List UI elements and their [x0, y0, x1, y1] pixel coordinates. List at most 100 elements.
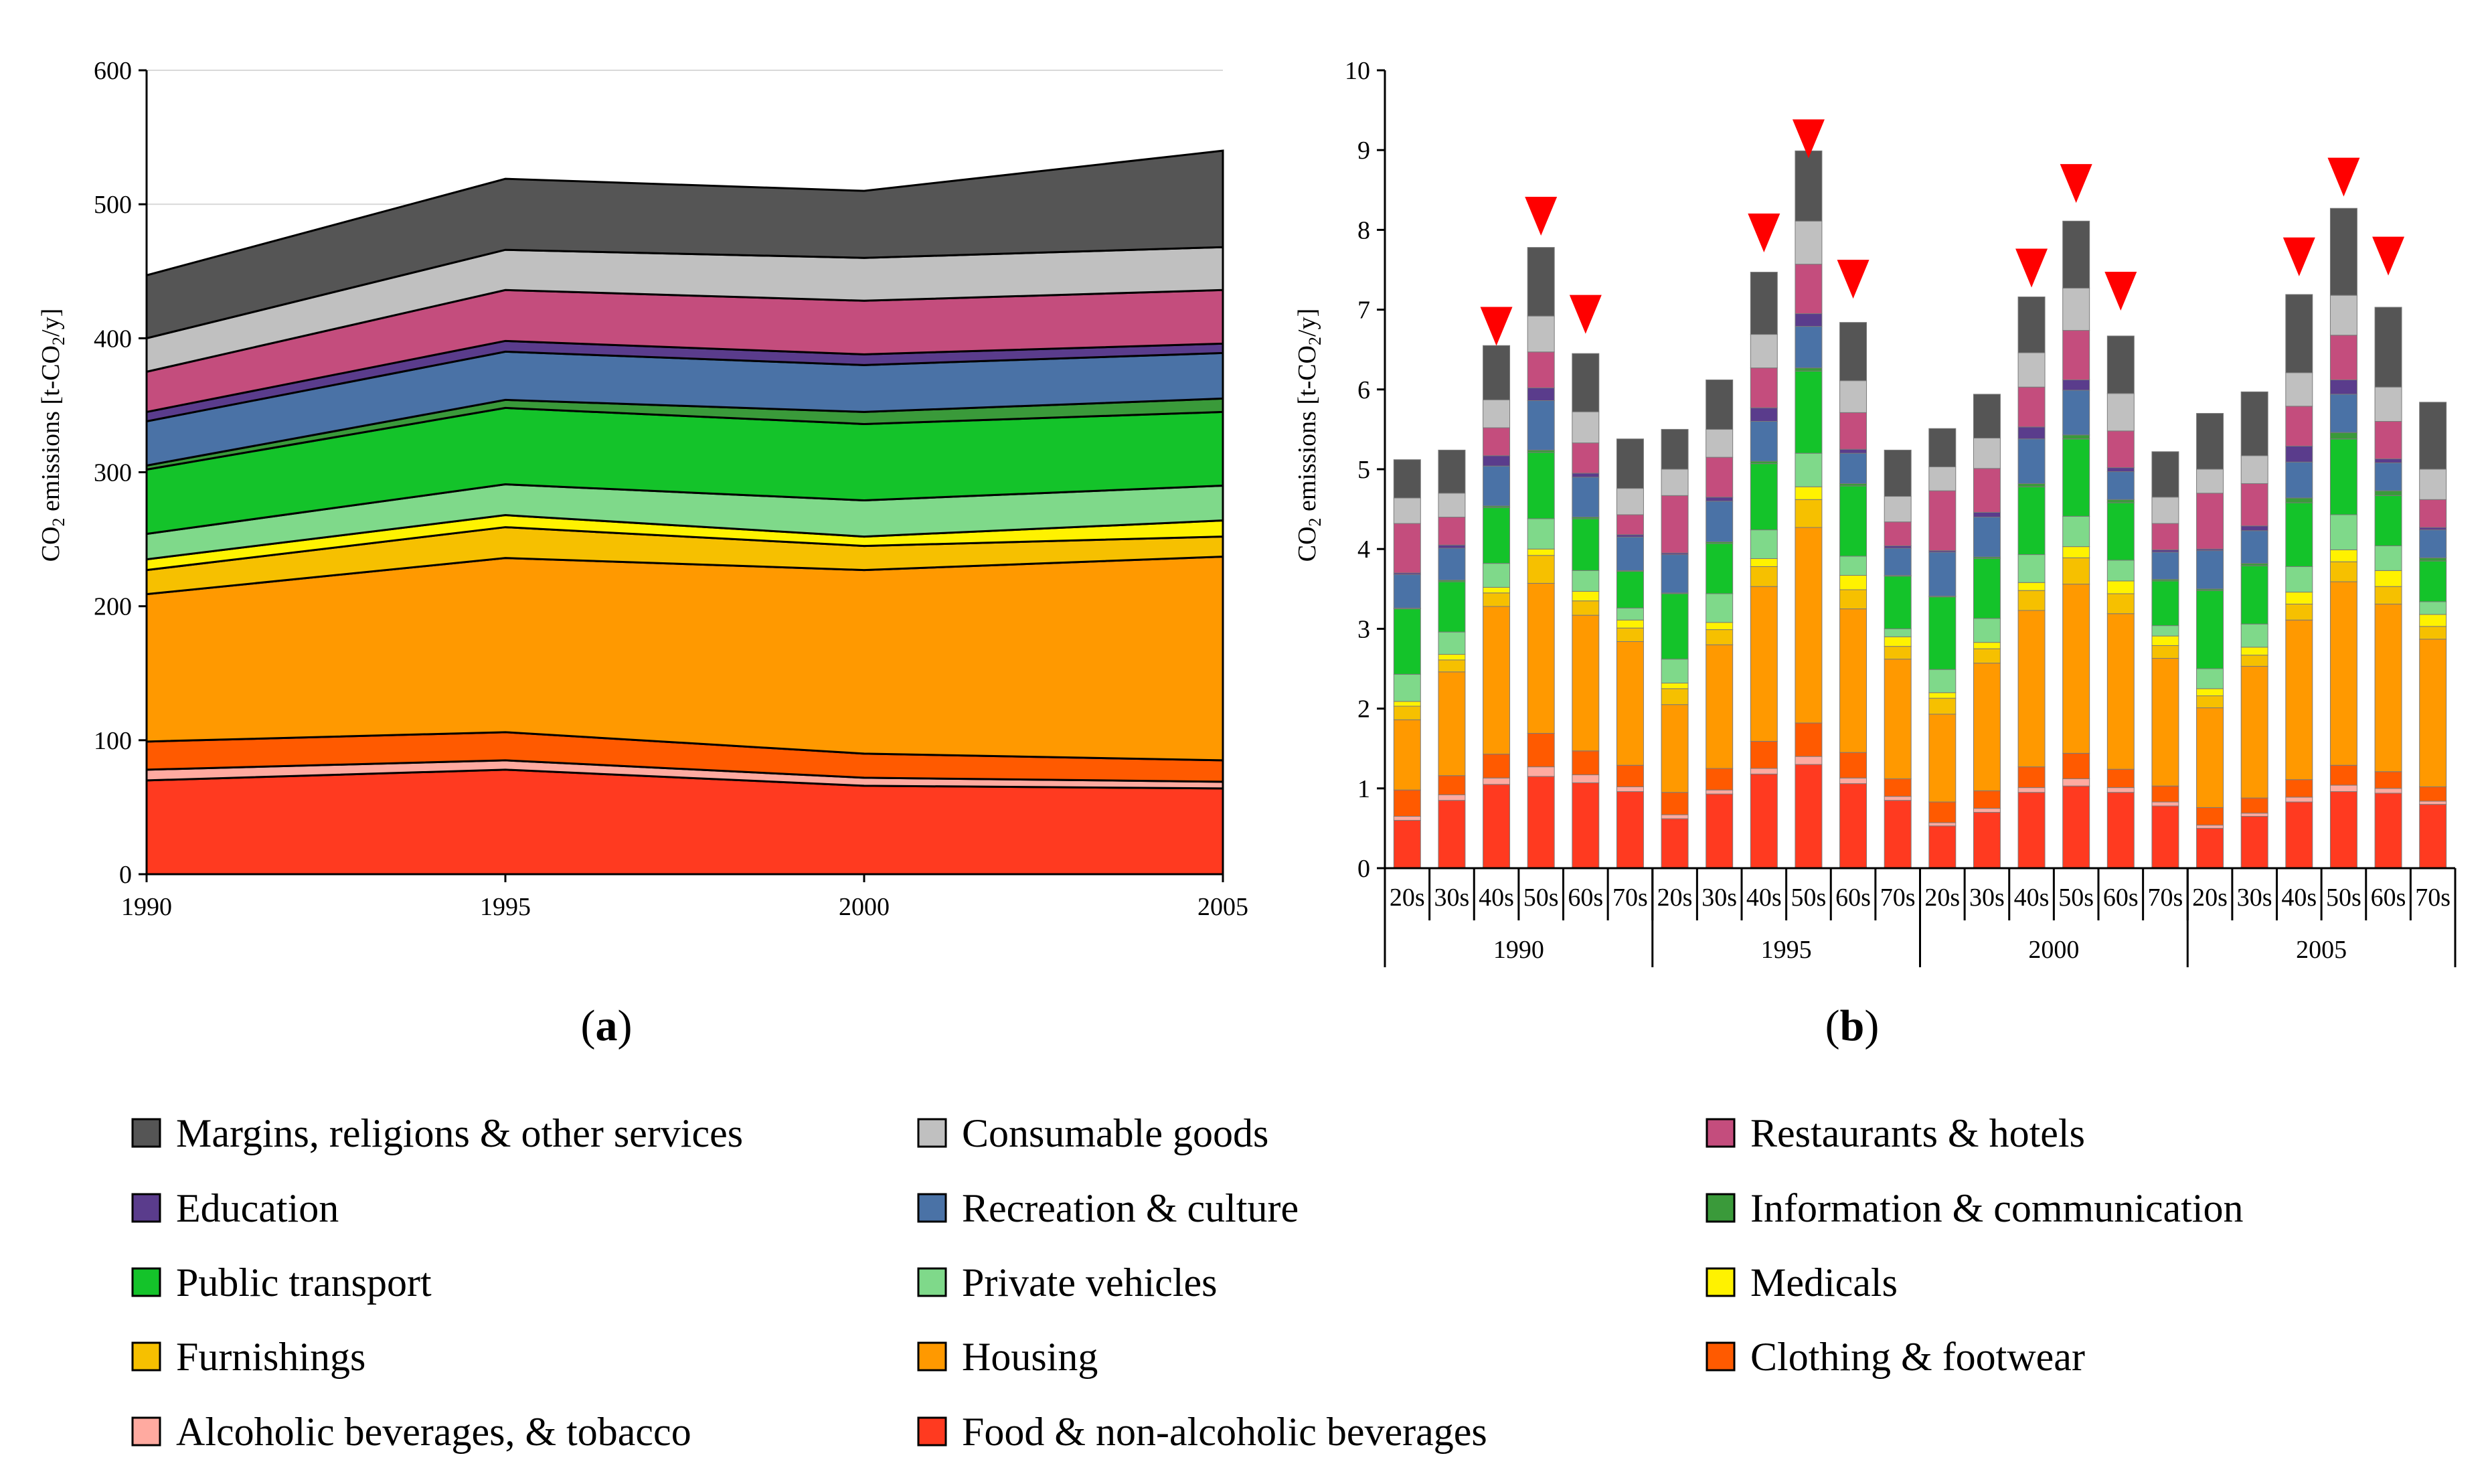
bar-segment-restaurants [2196, 493, 2224, 550]
bar-segment-consumable [1884, 496, 1912, 523]
bar-segment-private_vehicles [2017, 554, 2046, 583]
legend-label: Education [176, 1186, 339, 1230]
bar-segment-furnishings [1795, 499, 1823, 528]
bar-segment-margins [2196, 413, 2224, 470]
chart-b-category-label: 20s [1390, 884, 1425, 912]
bar-segment-housing [1438, 671, 1466, 776]
bar-segment-restaurants [1483, 427, 1511, 457]
bar-segment-clothing [2374, 771, 2402, 789]
bar-segment-food [1706, 793, 1734, 869]
legend-item-restaurants: Restaurants & hotels [1706, 1111, 2085, 1155]
legend-swatch [131, 1193, 161, 1223]
bar-segment-public_transport [2151, 580, 2179, 627]
bar-segment-restaurants [2240, 483, 2268, 527]
bar-segment-consumable [2285, 372, 2313, 407]
bar-segment-restaurants [2017, 386, 2046, 428]
legend-swatch [1706, 1193, 1736, 1223]
chart-b-category-label: 50s [2326, 884, 2361, 912]
chart-b-category-label: 20s [1657, 884, 1693, 912]
legend-swatch [131, 1267, 161, 1297]
bar-segment-restaurants [1795, 264, 1823, 315]
legend-item-recreation: Recreation & culture [917, 1186, 1299, 1230]
highlight-marker-icon [1837, 260, 1870, 299]
legend-label: Information & communication [1750, 1186, 2244, 1230]
chart-a-y-tick-label: 200 [94, 593, 132, 621]
bar-segment-consumable [1661, 469, 1689, 496]
bar-segment-margins [2329, 208, 2357, 296]
bar-segment-margins [2374, 307, 2402, 388]
legend-label: Public transport [176, 1260, 432, 1305]
bar-segment-food [1750, 773, 1778, 869]
bar-segment-clothing [1928, 801, 1957, 823]
chart-a-y-tick-label: 500 [94, 191, 132, 219]
chart-b-y-tick-label: 4 [1357, 535, 1370, 564]
chart-b-category-label: 70s [2415, 884, 2451, 912]
bar-segment-restaurants [1572, 442, 1600, 474]
bar-segment-private_vehicles [1438, 631, 1466, 655]
chart-b-y-tick-label: 1 [1357, 775, 1370, 803]
highlight-marker-icon [2282, 237, 2315, 276]
bar-segment-public_transport [1706, 543, 1734, 594]
bar-segment-private_vehicles [1839, 556, 1867, 576]
bar-segment-recreation [1973, 517, 2001, 558]
bar-segment-margins [2106, 335, 2135, 394]
bar-segment-recreation [1483, 465, 1511, 507]
chart-b-category-label: 30s [1701, 884, 1737, 912]
bar-segment-food [2240, 816, 2268, 869]
bar-segment-public_transport [2329, 438, 2357, 515]
bar-segment-recreation [1706, 501, 1734, 542]
bar-segment-furnishings [1750, 566, 1778, 587]
bar-segment-recreation [1795, 326, 1823, 369]
chart-a-y-tick-label: 300 [94, 459, 132, 487]
chart-a-x-tick-label: 2005 [1197, 893, 1248, 921]
bar-segment-consumable [1393, 497, 1421, 524]
bar-segment-recreation [2329, 394, 2357, 433]
legend-item-education: Education [131, 1186, 339, 1230]
chart-a-ylabel: CO2 emissions [t-CO2/y] [37, 309, 68, 562]
legend-item-food: Food & non-alcoholic beverages [917, 1410, 1487, 1454]
chart-b-y-tick-label: 2 [1357, 695, 1370, 724]
legend-item-private_vehicles: Private vehicles [917, 1260, 1218, 1305]
bar-segment-food [2062, 785, 2090, 869]
bar-segment-margins [2062, 220, 2090, 288]
legend-label: Margins, religions & other services [176, 1111, 743, 1155]
chart-b-group-label: 2005 [2296, 936, 2347, 964]
bar-segment-clothing [1973, 790, 2001, 809]
legend-label: Clothing & footwear [1750, 1335, 2085, 1379]
legend-swatch [917, 1267, 947, 1297]
bar-segment-public_transport [2285, 502, 2313, 567]
chart-b-category-label: 40s [2281, 884, 2317, 912]
bar-segment-food [2196, 827, 2224, 869]
bar-segment-margins [1706, 379, 1734, 430]
bar-segment-housing [2419, 639, 2447, 787]
legend-item-medicals: Medicals [1706, 1260, 1898, 1305]
bar-segment-clothing [1393, 789, 1421, 817]
bar-segment-public_transport [2017, 486, 2046, 556]
bar-segment-consumable [1438, 493, 1466, 518]
legend-swatch [1706, 1341, 1736, 1372]
bar-segment-recreation [2017, 438, 2046, 484]
bar-segment-housing [1616, 641, 1644, 766]
legend-swatch [917, 1193, 947, 1223]
bar-segment-public_transport [1973, 558, 2001, 619]
legend-item-clothing: Clothing & footwear [1706, 1335, 2085, 1379]
bar-segment-food [1393, 819, 1421, 869]
bar-segment-restaurants [1839, 412, 1867, 450]
legend-label: Private vehicles [962, 1260, 1218, 1305]
chart-b-category-label: 40s [2014, 884, 2050, 912]
chart-b-category-label: 30s [1434, 884, 1470, 912]
bar-segment-housing [1795, 527, 1823, 724]
bar-segment-margins [2240, 391, 2268, 457]
bar-segment-recreation [2196, 550, 2224, 590]
legend-label: Furnishings [176, 1335, 365, 1379]
legend-item-margins: Margins, religions & other services [131, 1111, 743, 1155]
legend-label: Recreation & culture [962, 1186, 1299, 1230]
bar-segment-housing [1527, 582, 1555, 734]
bar-segment-consumable [2017, 352, 2046, 388]
bar-segment-restaurants [1928, 490, 1957, 552]
bar-segment-consumable [1572, 411, 1600, 444]
bar-segment-housing [2285, 619, 2313, 780]
bar-segment-private_vehicles [1661, 659, 1689, 683]
chart-b-category-label: 20s [2192, 884, 2228, 912]
